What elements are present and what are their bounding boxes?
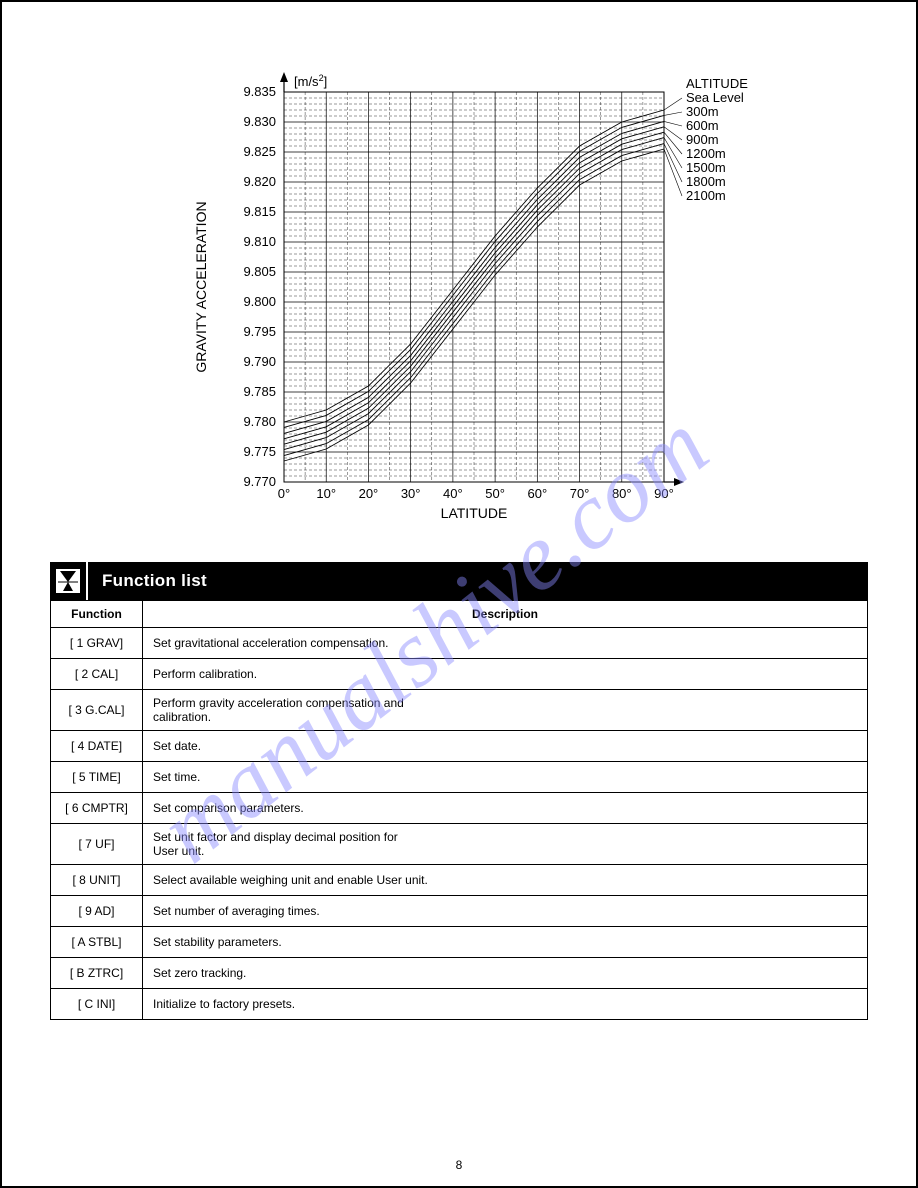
svg-text:Sea Level: Sea Level xyxy=(686,90,744,105)
table-row: [ 2 CAL]Perform calibration. xyxy=(51,659,868,690)
function-key: [ C INI] xyxy=(51,989,143,1020)
svg-text:9.775: 9.775 xyxy=(243,444,276,459)
chart-svg: 0° 10° 20° 30° 40° 50° 60° 70° 80° 90° 9.770 9.775 9… xyxy=(154,72,764,532)
svg-text:LATITUDE: LATITUDE xyxy=(441,505,508,521)
page: manualshive.com 0°10°20°30°40°50°60°70°8… xyxy=(0,0,918,1188)
function-key: [ 6 CMPTR] xyxy=(51,793,143,824)
function-desc: Set gravitational acceleration compensat… xyxy=(143,628,868,659)
svg-text:1800m: 1800m xyxy=(686,174,726,189)
svg-text:40°: 40° xyxy=(443,486,463,501)
function-desc: Set comparison parameters. xyxy=(143,793,868,824)
function-key: [ 4 DATE] xyxy=(51,731,143,762)
function-table: Function Description [ 1 GRAV]Set gravit… xyxy=(50,600,868,1020)
function-key: [ 2 CAL] xyxy=(51,659,143,690)
svg-text:300m: 300m xyxy=(686,104,719,119)
table-row: [ 4 DATE]Set date. xyxy=(51,731,868,762)
svg-text:1500m: 1500m xyxy=(686,160,726,175)
svg-text:ALTITUDE: ALTITUDE xyxy=(686,76,748,91)
function-desc: Perform calibration. xyxy=(143,659,868,690)
page-number: 8 xyxy=(2,1158,916,1172)
col-description: Description xyxy=(143,601,868,628)
svg-text:9.835: 9.835 xyxy=(243,84,276,99)
svg-text:2100m: 2100m xyxy=(686,188,726,203)
svg-text:9.785: 9.785 xyxy=(243,384,276,399)
function-desc: Initialize to factory presets. xyxy=(143,989,868,1020)
col-function: Function xyxy=(51,601,143,628)
svg-text:0°: 0° xyxy=(278,486,290,501)
svg-text:50°: 50° xyxy=(485,486,505,501)
table-row: [ 3 G.CAL]Perform gravity acceleration c… xyxy=(51,690,868,731)
svg-text:9.770: 9.770 xyxy=(243,474,276,489)
table-row: [ 9 AD]Set number of averaging times. xyxy=(51,896,868,927)
svg-text:9.815: 9.815 xyxy=(243,204,276,219)
table-row: [ B ZTRC]Set zero tracking. xyxy=(51,958,868,989)
svg-text:600m: 600m xyxy=(686,118,719,133)
svg-text:9.820: 9.820 xyxy=(243,174,276,189)
table-row: [ A STBL]Set stability parameters. xyxy=(51,927,868,958)
svg-text:900m: 900m xyxy=(686,132,719,147)
section-title: Function list xyxy=(88,571,207,591)
function-list-icon xyxy=(50,562,88,600)
svg-text:60°: 60° xyxy=(527,486,547,501)
svg-text:70°: 70° xyxy=(570,486,590,501)
function-desc: Perform gravity acceleration compensatio… xyxy=(143,690,868,731)
function-desc: Set unit factor and display decimal posi… xyxy=(143,824,868,865)
svg-text:9.825: 9.825 xyxy=(243,144,276,159)
function-desc: Set zero tracking. xyxy=(143,958,868,989)
svg-text:9.780: 9.780 xyxy=(243,414,276,429)
function-key: [ 7 UF] xyxy=(51,824,143,865)
svg-text:1200m: 1200m xyxy=(686,146,726,161)
svg-text:20°: 20° xyxy=(359,486,379,501)
svg-text:9.805: 9.805 xyxy=(243,264,276,279)
function-desc: Set date. xyxy=(143,731,868,762)
svg-text:9.810: 9.810 xyxy=(243,234,276,249)
svg-text:10°: 10° xyxy=(316,486,336,501)
svg-text:9.790: 9.790 xyxy=(243,354,276,369)
table-row: [ 8 UNIT]Select available weighing unit … xyxy=(51,865,868,896)
function-desc: Set number of averaging times. xyxy=(143,896,868,927)
function-desc: Set time. xyxy=(143,762,868,793)
svg-text:9.830: 9.830 xyxy=(243,114,276,129)
table-row: [ C INI]Initialize to factory presets. xyxy=(51,989,868,1020)
section-header: Function list xyxy=(50,562,868,600)
table-row: [ 7 UF]Set unit factor and display decim… xyxy=(51,824,868,865)
table-row: [ 6 CMPTR]Set comparison parameters. xyxy=(51,793,868,824)
table-row: [ 1 GRAV]Set gravitational acceleration … xyxy=(51,628,868,659)
function-key: [ 5 TIME] xyxy=(51,762,143,793)
svg-text:9.795: 9.795 xyxy=(243,324,276,339)
function-key: [ 3 G.CAL] xyxy=(51,690,143,731)
gravity-chart: 0° 10° 20° 30° 40° 50° 60° 70° 80° 90° 9.770 9.775 9… xyxy=(154,72,764,532)
function-key: [ B ZTRC] xyxy=(51,958,143,989)
svg-text:GRAVITY ACCELERATION: GRAVITY ACCELERATION xyxy=(193,201,209,372)
svg-text:80°: 80° xyxy=(612,486,632,501)
svg-text:30°: 30° xyxy=(401,486,421,501)
svg-text:[m/s2]: [m/s2] xyxy=(294,73,327,89)
function-key: [ A STBL] xyxy=(51,927,143,958)
table-row: [ 5 TIME]Set time. xyxy=(51,762,868,793)
function-desc: Select available weighing unit and enabl… xyxy=(143,865,868,896)
svg-text:9.800: 9.800 xyxy=(243,294,276,309)
function-desc: Set stability parameters. xyxy=(143,927,868,958)
function-key: [ 8 UNIT] xyxy=(51,865,143,896)
svg-text:90°: 90° xyxy=(654,486,674,501)
function-key: [ 9 AD] xyxy=(51,896,143,927)
function-key: [ 1 GRAV] xyxy=(51,628,143,659)
